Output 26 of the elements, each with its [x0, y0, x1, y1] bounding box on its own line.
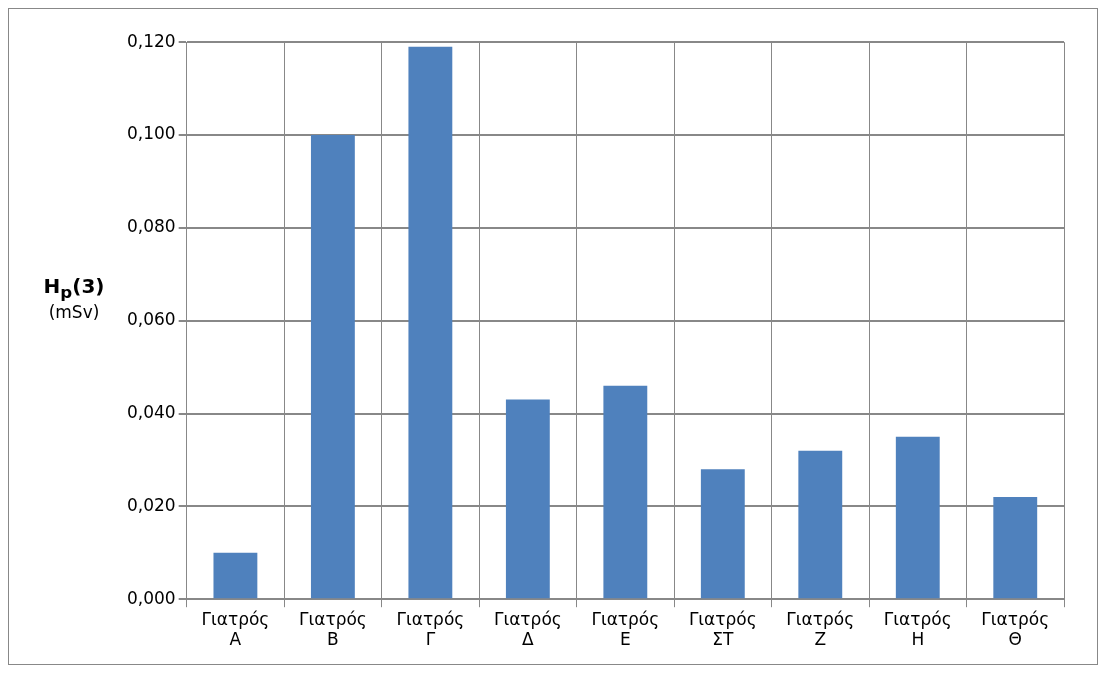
bar: [505, 399, 550, 599]
bar: [310, 135, 355, 599]
bar: [798, 450, 843, 599]
x-tick-label: Γιατρός Γ: [396, 608, 465, 650]
y-tick-label: 0,040: [127, 401, 176, 422]
x-tick-label: Γιατρός Α: [201, 608, 270, 650]
y-tick-label: 0,020: [127, 494, 176, 515]
x-tick-label: Γιατρός Ε: [591, 608, 660, 650]
bar: [408, 46, 453, 599]
x-tick-label: Γιατρός ΣΤ: [688, 608, 757, 650]
bar: [700, 469, 745, 599]
x-tick-label: Γιατρός Β: [298, 608, 367, 650]
bar: [993, 497, 1038, 599]
y-tick-label: 0,000: [127, 587, 176, 608]
y-tick-label: 0,060: [127, 309, 176, 330]
x-tick-label: Γιατρός Η: [883, 608, 952, 650]
y-tick-label: 0,100: [127, 123, 176, 144]
x-tick-label: Γιατρός Θ: [981, 608, 1050, 650]
bar: [895, 436, 940, 599]
bar: [213, 552, 258, 599]
x-tick-label: Γιατρός Ζ: [786, 608, 855, 650]
x-tick-label: Γιατρός Δ: [493, 608, 562, 650]
y-axis-title: H$_{p}$(3) (mSv): [43, 274, 105, 322]
y-tick-label: 0,120: [127, 30, 176, 51]
y-tick-label: 0,080: [127, 216, 176, 237]
bar: [603, 385, 648, 599]
